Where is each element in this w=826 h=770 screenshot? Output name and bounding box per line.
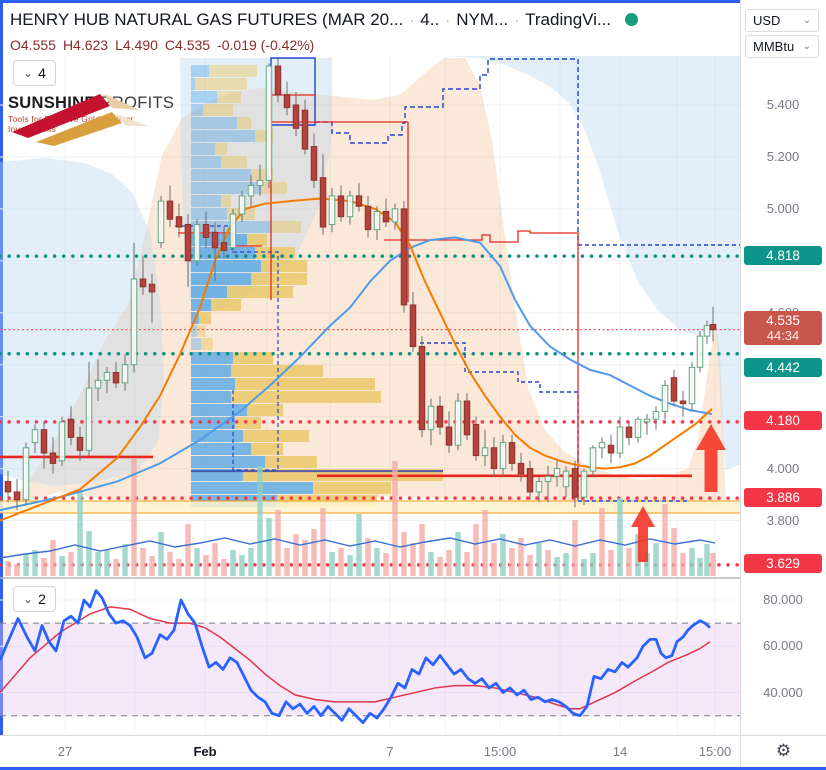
close-value: C4.535 [164,37,211,53]
provider-label[interactable]: TradingVi... [525,10,612,29]
open-value: O4.555 [10,37,56,53]
unit-value: MMBtu [753,39,795,54]
price-tick-label: 3.800 [766,512,800,528]
sunshine-profits-logo: SUNSHINE PROFITS Tools for Effective Gol… [8,92,178,146]
red-step-line[interactable] [270,94,409,302]
market-status-icon [625,13,639,26]
price-badge-3.629: 3.629 [744,554,822,574]
currency-dropdown[interactable]: USD ⌄ [745,9,819,32]
time-tick-label: 15:00 [698,744,732,759]
blue-step-line[interactable] [420,342,579,498]
price-tick-label: 5.400 [766,97,800,112]
separator-dot: · [409,12,415,29]
price-badge-4.180: 4.180 [744,411,822,431]
currency-value: USD [753,13,781,28]
main-pane-object-count: 4 [38,65,46,81]
ohlc-readout: O4.555 H4.623 L4.490 C4.535 -0.019 (-0.42%) [10,37,321,53]
chevron-down-icon: ⌄ [23,66,34,80]
change-value: -0.019 (-0.42%) [217,37,315,53]
main-pane[interactable] [0,56,740,576]
time-tick-label: Feb [193,744,217,759]
support-zone [0,501,740,513]
up-arrow-annotation[interactable] [631,506,655,562]
price-tick-label: 4.000 [766,460,800,476]
interval-label[interactable]: 4.. [420,10,440,29]
price-tick-label: 5.000 [766,200,800,216]
volume-ma-line [0,537,716,559]
chevron-down-icon: ⌄ [23,592,34,606]
axis-settings-corner[interactable]: ⚙ [740,735,826,767]
rsi-tick-label: 40.000 [763,684,803,700]
unit-dropdown[interactable]: MMBtu ⌄ [745,35,819,58]
rsi-tick-label: 80.000 [763,592,803,607]
separator-dot: · [445,12,451,29]
rsi-pane[interactable] [0,589,740,725]
price-badge-4.818: 4.818 [744,245,822,265]
price-axis[interactable]: 5.4005.2005.0004.6004.0003.80080.00060.0… [740,0,826,735]
countdown-timer: 44:34 [766,327,800,343]
symbol-title[interactable]: HENRY HUB NATURAL GAS FUTURES (MAR 20... [10,10,404,29]
high-value: H4.623 [62,37,109,53]
low-value: L4.490 [115,37,158,53]
ma-blue-line[interactable] [0,236,713,512]
time-axis[interactable]: 27 Feb 7 15:00 14 15:00 [0,735,826,767]
ma-orange-line[interactable] [0,197,713,522]
rsi-tick-label: 60.000 [763,638,803,654]
price-badge-4.535: 4.535 44:34 [744,310,822,345]
rsi-signal-line[interactable] [0,606,711,710]
up-arrow-annotation[interactable] [696,424,726,492]
chevron-down-icon: ⌄ [802,41,811,52]
time-tick-label: 27 [57,744,73,759]
logo-arrows-icon [12,94,148,146]
separator-dot: · [514,12,520,29]
main-pane-collapse-button[interactable]: ⌄ 4 [13,60,56,86]
rsi-pane-object-count: 2 [38,591,46,607]
time-tick-label: 15:00 [483,744,517,759]
chevron-down-icon: ⌄ [802,15,811,26]
symbol-header[interactable]: HENRY HUB NATURAL GAS FUTURES (MAR 20...… [10,10,639,30]
candles[interactable] [4,58,717,511]
red-step-line[interactable] [384,230,579,500]
time-tick-label: 7 [386,744,394,759]
price-badge-3.886: 3.886 [744,487,822,507]
price-badge-4.442: 4.442 [744,357,822,377]
rsi-pane-collapse-button[interactable]: ⌄ 2 [13,586,56,612]
blue-step-line[interactable] [315,58,579,245]
blue-step-line[interactable] [175,225,279,471]
exchange-label[interactable]: NYM... [456,10,509,29]
time-tick-label: 14 [612,744,628,759]
rsi-line[interactable] [0,589,711,725]
gear-icon[interactable]: ⚙ [775,741,792,760]
price-tick-label: 5.200 [766,148,800,164]
